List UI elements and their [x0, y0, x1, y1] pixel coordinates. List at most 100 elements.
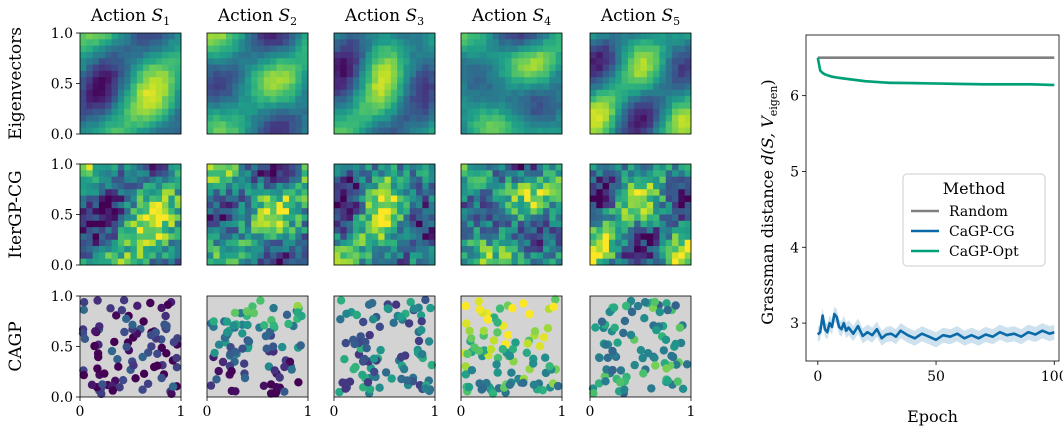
- heat-cell: [98, 121, 106, 129]
- heat-cell: [416, 208, 423, 215]
- heat-cell: [371, 39, 379, 47]
- heat-cell: [232, 176, 239, 184]
- heat-cell: [295, 51, 303, 59]
- heat-cell: [92, 176, 100, 184]
- heat-cell: [130, 227, 138, 234]
- heat-cell: [590, 239, 597, 247]
- heat-cell: [340, 96, 348, 103]
- heat-cell: [634, 233, 641, 241]
- heat-cell: [627, 127, 635, 135]
- y-tick-label: 5: [790, 164, 799, 180]
- heat-cell: [124, 214, 131, 222]
- heat-cell: [244, 170, 252, 178]
- heat-cell: [232, 258, 239, 266]
- cagp-point: [238, 344, 247, 353]
- heat-cell: [590, 64, 597, 72]
- y-tick-label: 0.0: [51, 127, 73, 143]
- heat-cell: [276, 233, 284, 241]
- heat-cell: [492, 258, 500, 266]
- heat-cell: [543, 121, 550, 129]
- cagp-point: [630, 360, 639, 370]
- heat-cell: [162, 64, 169, 72]
- cagp-point: [608, 365, 617, 375]
- heat-cell: [124, 102, 131, 110]
- heat-cell: [276, 246, 284, 253]
- heat-cell: [149, 195, 157, 203]
- heat-cell: [498, 220, 506, 228]
- cagp-point: [638, 353, 647, 363]
- heat-cell: [467, 58, 475, 65]
- heat-cell: [646, 121, 654, 129]
- heat-cell: [257, 102, 265, 110]
- heat-cell: [428, 83, 436, 91]
- heat-cell: [653, 33, 660, 40]
- heat-cell: [301, 227, 309, 234]
- heat-cell: [276, 201, 284, 209]
- heat-cell: [634, 51, 641, 59]
- heat-cell: [276, 127, 284, 135]
- heat-cell: [263, 233, 271, 241]
- heat-cell: [403, 33, 411, 40]
- heat-cell: [627, 176, 635, 184]
- heat-cell: [289, 121, 296, 129]
- heat-cell: [334, 96, 341, 103]
- heat-cell: [390, 233, 398, 241]
- cagp-point: [206, 381, 216, 390]
- heat-cell: [289, 182, 296, 190]
- heat-cell: [117, 39, 125, 47]
- heat-cell: [155, 121, 163, 129]
- heat-cell: [155, 83, 163, 91]
- heat-cell: [207, 45, 214, 53]
- heat-cell: [473, 252, 481, 260]
- cagp-point: [100, 369, 109, 378]
- y-tick-label: 4: [790, 240, 799, 256]
- heat-cell: [225, 64, 233, 72]
- heat-cell: [384, 70, 392, 78]
- cagp-point: [467, 366, 477, 375]
- heat-cell: [80, 58, 87, 65]
- heat-cell: [282, 70, 290, 78]
- heat-cell: [524, 39, 531, 47]
- cagp-point: [87, 380, 97, 389]
- heat-cell: [659, 189, 667, 196]
- cagp-point: [272, 383, 281, 392]
- heat-cell: [555, 51, 563, 59]
- heat-cell: [678, 77, 686, 84]
- heat-cell: [365, 51, 373, 59]
- heat-cell: [295, 89, 303, 97]
- heat-cell: [530, 115, 538, 122]
- cagp-point: [387, 374, 396, 383]
- heat-cell: [143, 214, 150, 222]
- heat-cell: [473, 170, 481, 178]
- heat-cell: [301, 89, 309, 97]
- heat-cell: [378, 233, 385, 241]
- heat-cell: [486, 208, 493, 215]
- heat-cell: [467, 77, 475, 84]
- heat-cell: [627, 164, 635, 171]
- cagp-point: [297, 311, 306, 321]
- heat-cell: [467, 189, 475, 196]
- heat-cell: [136, 77, 144, 84]
- heat-cell: [270, 45, 277, 53]
- heat-cell: [486, 246, 493, 253]
- cagp-point: [368, 315, 378, 324]
- heat-cell: [346, 208, 354, 215]
- heat-cell: [289, 33, 296, 40]
- heat-cell: [505, 214, 512, 222]
- heat-cell: [615, 51, 622, 59]
- heat-cell: [143, 121, 150, 129]
- heat-cell: [505, 96, 512, 103]
- heat-cell: [371, 102, 379, 110]
- heat-cell: [492, 39, 500, 47]
- heat-cell: [365, 182, 373, 190]
- heat-cell: [378, 182, 385, 190]
- heat-cell: [213, 89, 221, 97]
- heat-cell: [467, 70, 475, 78]
- heat-cell: [596, 108, 604, 116]
- heat-cell: [428, 39, 436, 47]
- heat-cell: [359, 89, 366, 97]
- heat-cell: [536, 33, 544, 40]
- heat-cell: [301, 170, 309, 178]
- heat-cell: [365, 201, 373, 209]
- heat-cell: [238, 83, 246, 91]
